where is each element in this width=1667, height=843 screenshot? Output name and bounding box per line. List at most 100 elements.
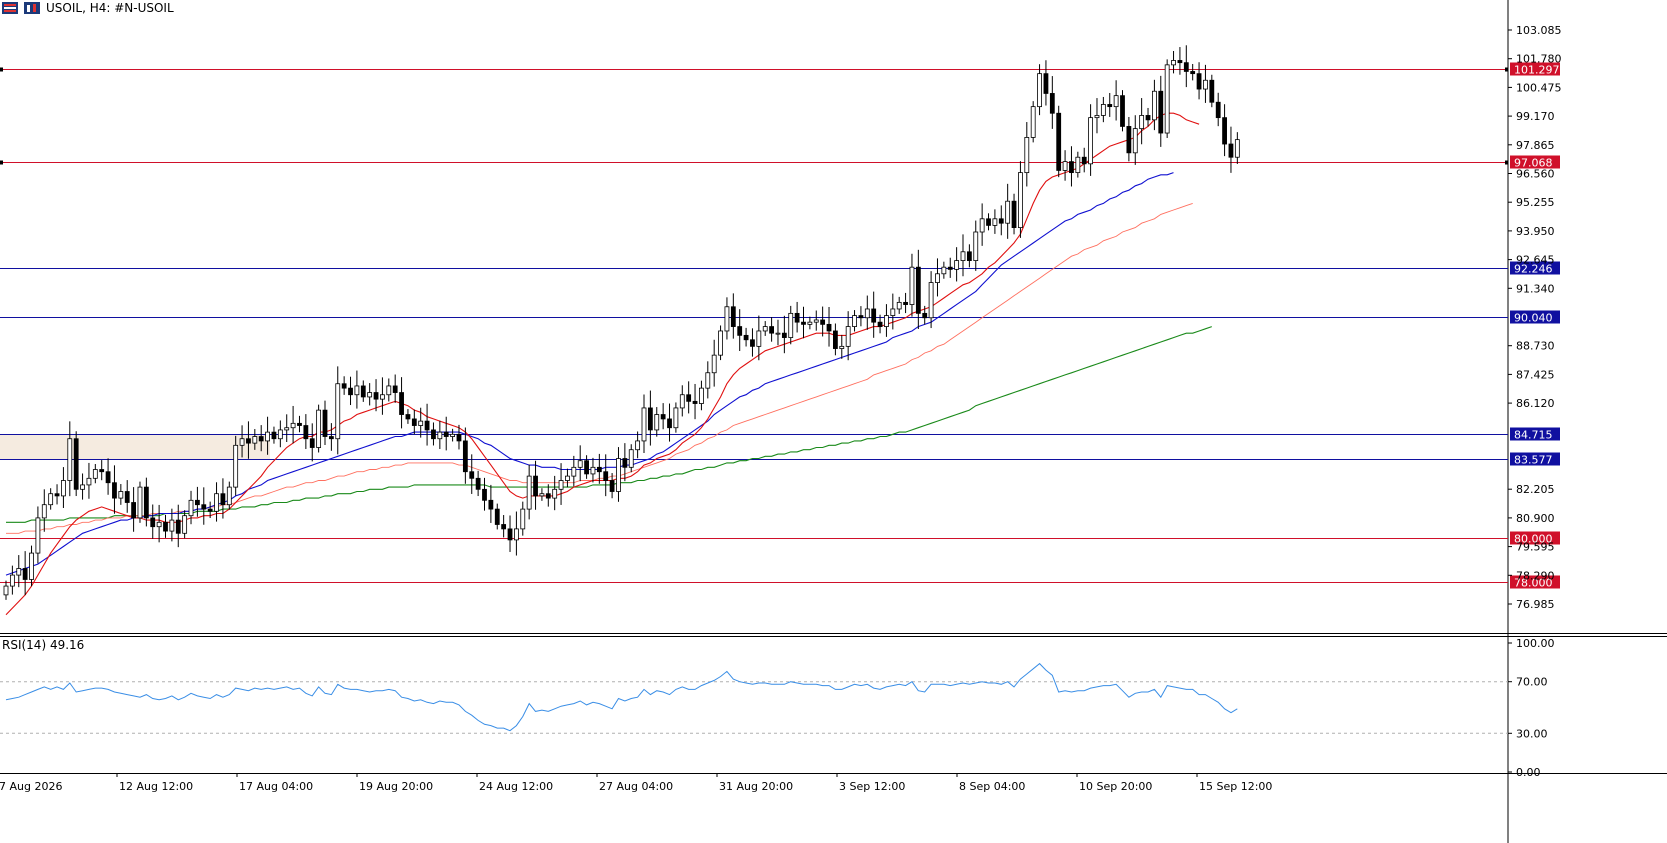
price-tick-label[interactable]: 87.425	[1516, 368, 1555, 381]
candle	[373, 379, 379, 412]
time-tick-label[interactable]: 12 Aug 12:00	[119, 780, 193, 793]
moving-averages	[5, 112, 1212, 616]
candle-body	[1043, 73, 1049, 94]
candle	[877, 314, 883, 334]
candle	[1158, 75, 1164, 147]
time-tick-label[interactable]: 7 Aug 2026	[0, 780, 62, 793]
time-tick-label[interactable]: 15 Sep 12:00	[1199, 780, 1272, 793]
price-tick-label[interactable]: 95.255	[1516, 196, 1555, 209]
chart-type-icon[interactable]	[24, 2, 40, 14]
price-tick-label[interactable]: 97.865	[1516, 139, 1555, 152]
candle	[360, 380, 366, 402]
candle-body	[112, 482, 117, 499]
price-tick-label[interactable]: 78.290	[1516, 569, 1555, 582]
candle	[194, 486, 200, 517]
candle-body	[1203, 79, 1208, 90]
price-tick-label[interactable]: 82.205	[1516, 483, 1555, 496]
price-tick-label[interactable]: 80.900	[1516, 512, 1555, 525]
candle-body	[348, 387, 353, 396]
candle	[156, 504, 162, 543]
candle	[1152, 79, 1157, 131]
candle	[1190, 63, 1196, 81]
candle-body	[609, 480, 615, 492]
candle	[909, 253, 915, 317]
time-tick-label[interactable]: 24 Aug 12:00	[479, 780, 553, 793]
candle-body	[520, 508, 526, 530]
candle	[54, 484, 60, 505]
candle	[322, 400, 328, 446]
time-tick-label[interactable]: 17 Aug 04:00	[239, 780, 313, 793]
candle-body	[565, 475, 570, 481]
price-tick-label[interactable]: 92.645	[1516, 254, 1555, 267]
price-tick-label[interactable]: 101.780	[1516, 53, 1562, 66]
candle	[303, 414, 309, 450]
price-tick-label[interactable]: 100.475	[1516, 81, 1562, 94]
candle-body	[973, 231, 979, 261]
candle	[456, 424, 462, 450]
time-axis[interactable]: 7 Aug 2026 12 Aug 12:00 17 Aug 04:00 19 Aug…	[0, 773, 1272, 793]
candle	[839, 334, 845, 359]
candle-body	[966, 251, 972, 261]
candle-body	[61, 480, 66, 497]
candle-body	[233, 444, 239, 488]
price-tick-label[interactable]: 76.985	[1516, 598, 1555, 611]
candle	[730, 293, 736, 339]
candle	[699, 380, 704, 411]
candle-body	[1152, 90, 1157, 121]
candle	[960, 234, 966, 277]
candle	[616, 447, 621, 502]
candle-body	[903, 301, 908, 305]
price-tick-label[interactable]: 103.085	[1516, 24, 1562, 37]
level-price-label: 97.068	[1514, 157, 1553, 170]
candle	[947, 257, 953, 278]
candle-body	[450, 433, 456, 437]
candle	[105, 458, 111, 495]
candle-body	[354, 385, 360, 396]
candle-body	[979, 218, 985, 233]
horizontal-levels[interactable]: 101.297 97.068 92.246 90.040 84.715 83.577 80.…	[0, 62, 1560, 590]
time-tick-label[interactable]: 31 Aug 20:00	[719, 780, 793, 793]
time-tick-label[interactable]: 3 Sep 12:00	[839, 780, 905, 793]
time-tick-label[interactable]: 19 Aug 20:00	[359, 780, 433, 793]
candle-body	[826, 323, 832, 332]
candle	[143, 477, 149, 527]
candle	[316, 404, 322, 453]
candle	[309, 423, 315, 462]
candle-body	[143, 486, 149, 519]
price-tick-label[interactable]: 96.560	[1516, 168, 1555, 181]
price-tick-label[interactable]: 93.950	[1516, 225, 1555, 238]
candle-body	[1024, 137, 1030, 174]
price-tick-label[interactable]: 88.730	[1516, 340, 1555, 353]
candle	[775, 319, 781, 346]
price-tick-label[interactable]: 91.340	[1516, 282, 1555, 295]
candle-body	[271, 431, 277, 440]
candle-body	[131, 502, 137, 519]
level-handle[interactable]	[1505, 160, 1508, 165]
candle	[341, 376, 347, 395]
time-tick-label[interactable]: 27 Aug 04:00	[599, 780, 673, 793]
candle	[214, 482, 219, 522]
candle	[660, 403, 666, 430]
candle-body	[954, 260, 960, 270]
candle	[1075, 151, 1081, 178]
candle	[48, 488, 54, 510]
price-tick-label[interactable]: 99.170	[1516, 110, 1555, 123]
price-tick-label[interactable]: 79.595	[1516, 541, 1555, 554]
price-axis[interactable]: 103.085101.780100.47599.17097.86596.5609…	[1508, 24, 1562, 611]
level-handle[interactable]	[0, 160, 3, 165]
candle	[35, 506, 41, 564]
time-tick-label[interactable]: 8 Sep 04:00	[959, 780, 1025, 793]
window-menu-icon[interactable]	[2, 2, 18, 14]
level-handle[interactable]	[0, 67, 3, 72]
time-tick-label[interactable]: 10 Sep 20:00	[1079, 780, 1152, 793]
level-price-label: 90.040	[1514, 312, 1553, 325]
level-handle[interactable]	[1505, 67, 1508, 72]
candle-body	[724, 306, 730, 332]
candle	[590, 457, 596, 483]
candle	[73, 431, 79, 497]
candle	[954, 247, 960, 282]
price-tick-label[interactable]: 86.120	[1516, 397, 1555, 410]
candle	[781, 315, 787, 354]
candle	[437, 420, 443, 450]
candle-body	[1056, 112, 1062, 171]
